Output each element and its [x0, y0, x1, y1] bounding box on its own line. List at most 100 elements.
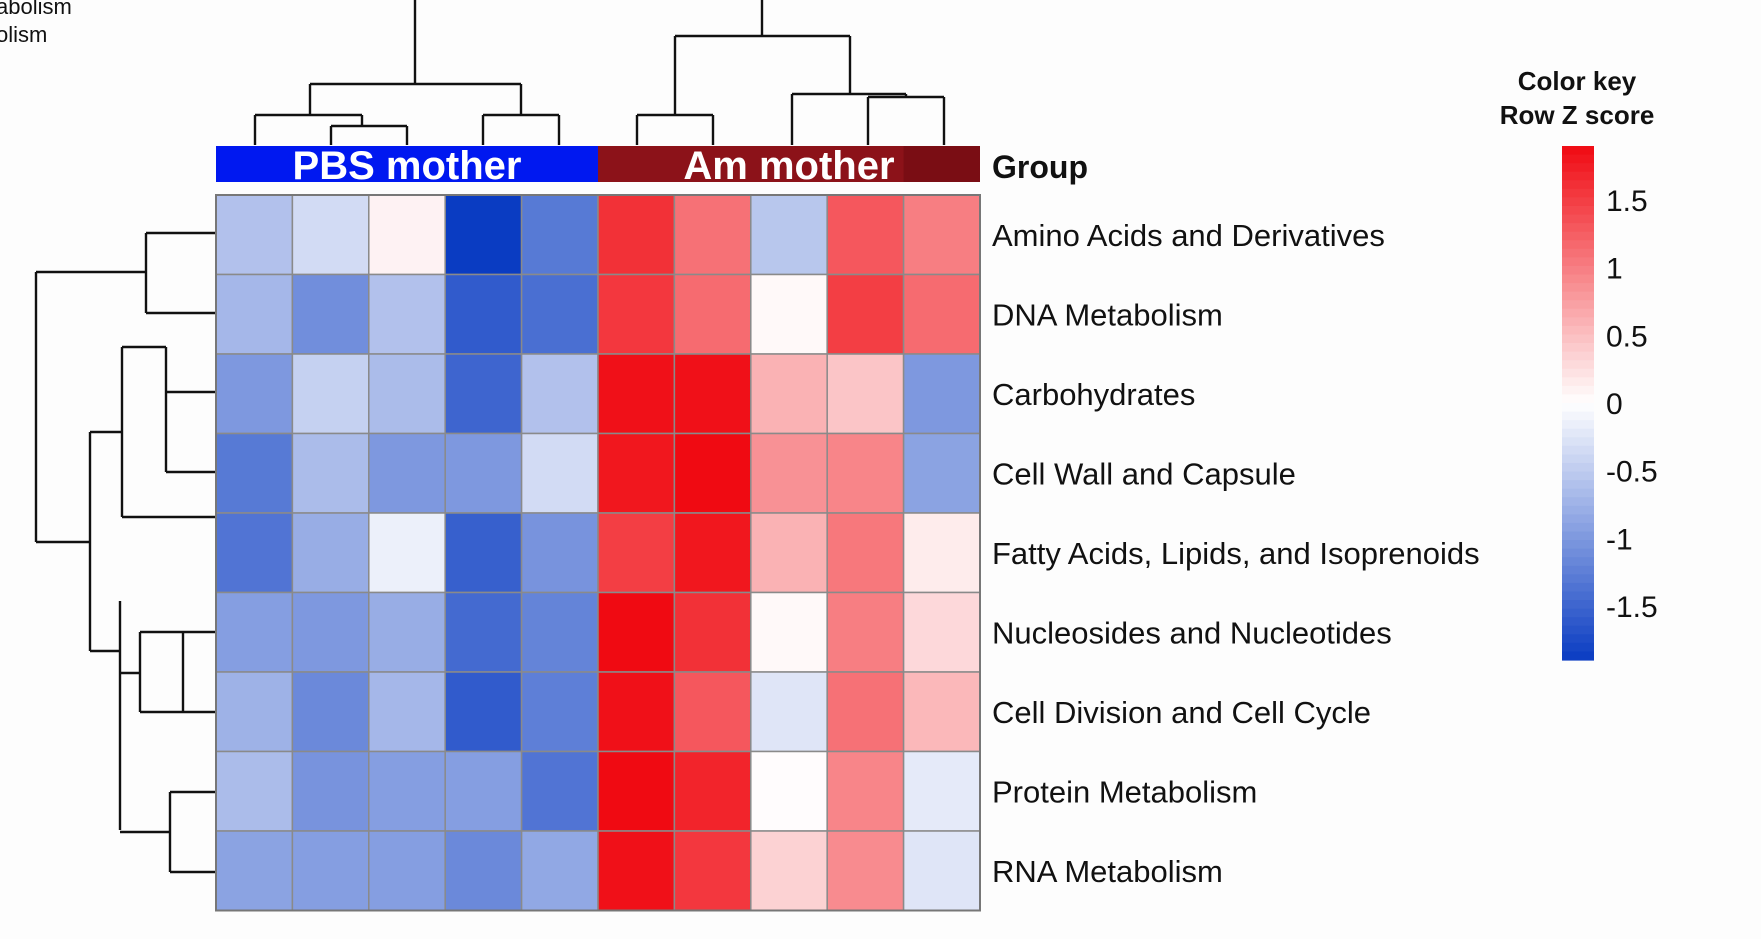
heatmap-cell-r1-c6 — [673, 273, 752, 355]
heatmap-cell-r8-c7 — [750, 830, 828, 912]
heatmap-cells — [215, 194, 981, 912]
row-label-1: DNA Metabolism — [992, 297, 1223, 332]
row-label-6: Cell Division and Cell Cycle — [992, 695, 1371, 730]
heatmap-cell-r3-c4 — [520, 432, 599, 514]
heatmap-cell-r2-c0 — [215, 353, 294, 435]
heatmap-cell-r0-c0 — [215, 194, 294, 276]
color-key-step-8 — [1562, 214, 1594, 224]
heatmap-cell-r4-c5 — [597, 512, 676, 594]
color-key-step-3 — [1562, 171, 1594, 181]
color-key-step-58 — [1562, 642, 1594, 653]
heatmap-cell-r8-c6 — [673, 830, 752, 912]
heatmap-cell-r3-c1 — [291, 432, 370, 514]
color-key-step-31 — [1562, 411, 1594, 421]
heatmap-cell-r2-c9 — [902, 353, 981, 435]
color-key-tick-3: 0 — [1606, 388, 1623, 421]
heatmap-cell-r1-c5 — [597, 273, 676, 355]
heatmap-cell-r3-c3 — [444, 432, 523, 514]
color-key-tick-4: -0.5 — [1606, 456, 1658, 489]
color-key-title-2: Row Z score — [1500, 100, 1655, 130]
group-label-1: Am mother — [683, 144, 894, 188]
heatmap-cell-r6-c2 — [368, 671, 446, 753]
heatmap-cell-r5-c2 — [368, 591, 446, 673]
color-key-step-2 — [1562, 163, 1594, 173]
heatmap-cell-r1-c7 — [750, 273, 828, 355]
heatmap-cell-r2-c7 — [750, 353, 828, 435]
color-key-step-57 — [1562, 634, 1594, 644]
heatmap-cell-r3-c5 — [597, 432, 676, 514]
color-key-step-16 — [1562, 283, 1594, 293]
group-label-0: PBS mother — [293, 144, 522, 188]
heatmap-cell-r1-c3 — [444, 273, 523, 355]
row-dendrogram — [34, 231, 216, 874]
color-key-step-9 — [1562, 223, 1594, 233]
color-key-step-15 — [1562, 274, 1594, 284]
heatmap-cell-r3-c9 — [902, 432, 981, 514]
heatmap-cell-r7-c2 — [368, 750, 446, 832]
heatmap-cell-r0-c2 — [368, 194, 446, 276]
color-key-step-35 — [1562, 445, 1594, 455]
heatmap-cell-r4-c7 — [750, 512, 828, 594]
heatmap-cell-r7-c0 — [215, 750, 294, 832]
heatmap-cell-r4-c6 — [673, 512, 752, 594]
color-key-step-36 — [1562, 454, 1594, 464]
heatmap-cell-r4-c2 — [368, 512, 446, 594]
heatmap-cell-r6-c7 — [750, 671, 828, 753]
heatmap-cell-r2-c2 — [368, 353, 446, 435]
heatmap-cell-r8-c4 — [520, 830, 599, 912]
cut-off-text: abolism olism — [0, 0, 72, 47]
group-bar: PBS mother Am mother — [216, 144, 980, 188]
color-key-step-44 — [1562, 522, 1594, 533]
group-band-shade — [903, 146, 980, 182]
heatmap-cell-r1-c1 — [291, 273, 370, 355]
color-key-step-55 — [1562, 617, 1594, 627]
color-key-step-54 — [1562, 608, 1594, 618]
heatmap-cell-r6-c9 — [902, 671, 981, 753]
color-key-step-37 — [1562, 462, 1594, 473]
color-key-step-26 — [1562, 368, 1594, 378]
color-key-step-48 — [1562, 557, 1594, 567]
heatmap-cell-r0-c7 — [750, 194, 828, 276]
color-key-tick-6: -1.5 — [1606, 591, 1658, 624]
color-key-step-30 — [1562, 403, 1594, 413]
color-key-step-49 — [1562, 565, 1594, 575]
color-key-step-43 — [1562, 514, 1594, 524]
heatmap-cell-r8-c1 — [291, 830, 370, 912]
heatmap-cell-r3-c0 — [215, 432, 294, 514]
cut-text-line-1: abolism — [0, 0, 72, 19]
color-key-step-34 — [1562, 437, 1594, 447]
color-key-step-18 — [1562, 300, 1594, 310]
heatmap-cell-r1-c2 — [368, 273, 446, 355]
color-key-step-38 — [1562, 471, 1594, 481]
color-key-step-45 — [1562, 531, 1594, 541]
color-key-step-41 — [1562, 497, 1594, 507]
color-key-step-11 — [1562, 240, 1594, 250]
heatmap-cell-r4-c0 — [215, 512, 294, 594]
color-key-step-20 — [1562, 317, 1594, 327]
heatmap-cell-r5-c4 — [520, 591, 599, 673]
heatmap-cell-r0-c5 — [597, 194, 676, 276]
color-key-step-47 — [1562, 548, 1594, 558]
heatmap-cell-r4-c4 — [520, 512, 599, 594]
heatmap-cell-r0-c3 — [444, 194, 523, 276]
heatmap-cell-r8-c8 — [826, 830, 905, 912]
cut-text-line-2: olism — [0, 22, 47, 47]
color-key-step-14 — [1562, 265, 1594, 276]
color-key-step-32 — [1562, 420, 1594, 430]
heatmap-cell-r0-c4 — [520, 194, 599, 276]
color-key-step-29 — [1562, 394, 1594, 404]
color-key-tick-5: -1 — [1606, 523, 1633, 556]
color-key-step-0 — [1562, 146, 1594, 156]
heatmap-cell-r8-c9 — [902, 830, 981, 912]
heatmap-cell-r6-c5 — [597, 671, 676, 753]
heatmap-cell-r8-c3 — [444, 830, 523, 912]
color-key-step-33 — [1562, 428, 1594, 438]
color-key-step-46 — [1562, 540, 1594, 550]
heatmap-cell-r6-c3 — [444, 671, 523, 753]
heatmap-cell-r6-c8 — [826, 671, 905, 753]
color-key-title-1: Color key — [1518, 66, 1637, 96]
color-key-step-1 — [1562, 154, 1594, 164]
row-labels: Amino Acids and Derivatives DNA Metabolis… — [992, 218, 1480, 889]
row-label-4: Fatty Acids, Lipids, and Isoprenoids — [992, 536, 1480, 571]
